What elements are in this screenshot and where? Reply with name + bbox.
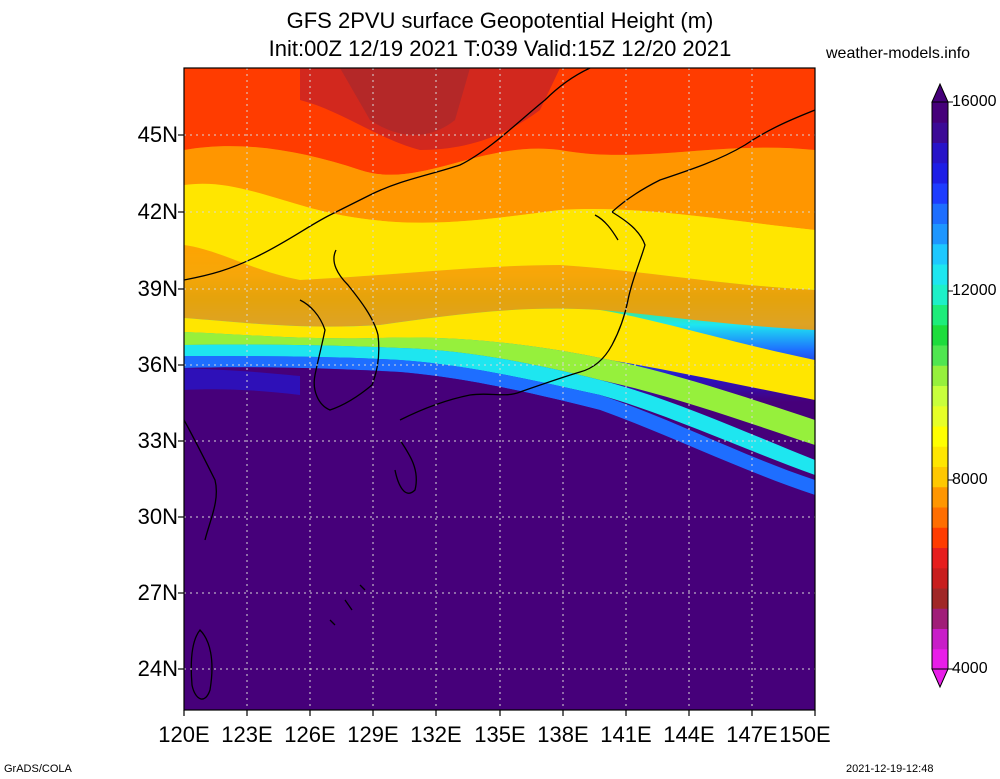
colorbar-segment (932, 284, 948, 305)
lat-label-39n: 39N (137, 276, 178, 301)
colorbar-segment (932, 223, 948, 245)
colorbar-segments (932, 102, 948, 670)
lon-label-144e: 144E (663, 722, 715, 747)
colorbar (931, 82, 953, 689)
lat-label-33n: 33N (137, 428, 178, 453)
colorbar-segment (932, 264, 948, 285)
lat-label-36n: 36N (137, 352, 178, 377)
colorbar-segment (932, 243, 948, 265)
colorbar-segment (932, 304, 948, 326)
colorbar-label-8000: 8000 (952, 471, 988, 488)
lon-label-150e: 150E (779, 722, 831, 747)
lat-label-27n: 27N (137, 580, 178, 605)
map-frame (178, 67, 816, 716)
colorbar-segment (932, 345, 948, 366)
colorbar-segment (932, 324, 948, 346)
colorbar-label-4000: 4000 (952, 660, 988, 677)
lat-label-45n: 45N (137, 122, 178, 147)
lon-label-123e: 123E (221, 722, 273, 747)
lon-label-120e: 120E (158, 722, 210, 747)
colorbar-label-16000: 16000 (952, 93, 997, 110)
colorbar-segment (932, 405, 948, 427)
lat-label-30n: 30N (137, 504, 178, 529)
colorbar-segment (932, 446, 948, 467)
colorbar-label-12000: 12000 (952, 282, 997, 299)
lon-label-141e: 141E (600, 722, 652, 747)
colorbar-bottom-arrow (931, 668, 949, 689)
generated-timestamp: 2021-12-19-12:48 (846, 763, 934, 775)
lon-label-129e: 129E (347, 722, 399, 747)
colorbar-segment (932, 365, 948, 386)
lat-label-42n: 42N (137, 199, 178, 224)
coastlines (184, 68, 815, 700)
colorbar-segment (932, 567, 948, 589)
colorbar-top-arrow (931, 82, 949, 103)
colorbar-segment (932, 486, 948, 508)
colorbar-segment (932, 183, 948, 204)
lon-label-132e: 132E (410, 722, 462, 747)
colorbar-segment (932, 628, 948, 650)
credit-text: weather-models.info (826, 45, 971, 62)
colorbar-segment (932, 203, 948, 224)
colorbar-segment (932, 527, 948, 548)
map-title-line2: Init:00Z 12/19 2021 T:039 Valid:15Z 12/2… (268, 36, 732, 61)
colorbar-segment (932, 466, 948, 488)
colorbar-segment (932, 142, 948, 164)
colorbar-segment (932, 162, 948, 184)
map-title-line1: GFS 2PVU surface Geopotential Height (m) (286, 8, 714, 33)
geopotential-field (184, 68, 815, 710)
graticule (184, 68, 815, 710)
colorbar-segment (932, 608, 948, 629)
colorbar-segment (932, 648, 948, 670)
colorbar-segment (932, 507, 948, 528)
colorbar-segment (932, 426, 948, 447)
lon-label-138e: 138E (537, 722, 589, 747)
lon-label-126e: 126E (284, 722, 336, 747)
colorbar-segment (932, 588, 948, 609)
lat-label-24n: 24N (137, 656, 178, 681)
colorbar-segment (932, 102, 948, 123)
colorbar-segment (932, 122, 948, 143)
lon-label-135e: 135E (474, 722, 526, 747)
lon-label-147e: 147E (726, 722, 778, 747)
colorbar-segment (932, 547, 948, 569)
colorbar-segment (932, 385, 948, 407)
software-credit: GrADS/COLA (4, 763, 72, 775)
